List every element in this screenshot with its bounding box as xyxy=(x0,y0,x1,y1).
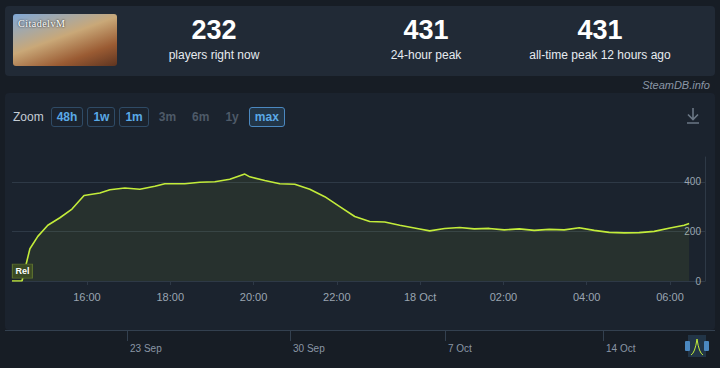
html-text:players right now: players right now xyxy=(168,48,260,62)
html-text:24-hour peak: 24-hour peak xyxy=(390,48,462,62)
html-text:7 Oct: 7 Oct xyxy=(448,343,472,354)
html-text:1w: 1w xyxy=(93,110,110,124)
html-text:232: 232 xyxy=(191,15,237,45)
html-text:431: 431 xyxy=(403,15,449,45)
html-text:23 Sep: 23 Sep xyxy=(130,343,162,354)
svg-text:06:00: 06:00 xyxy=(656,291,684,303)
svg-text:18 Oct: 18 Oct xyxy=(404,291,436,303)
html-text:Zoom: Zoom xyxy=(13,110,44,124)
html-text:431: 431 xyxy=(577,15,623,45)
svg-text:Rel: Rel xyxy=(15,266,29,276)
svg-text:400: 400 xyxy=(684,176,701,187)
html-text:1y: 1y xyxy=(225,110,239,124)
svg-text:04:00: 04:00 xyxy=(573,291,601,303)
html-text:30 Sep: 30 Sep xyxy=(293,343,325,354)
html-text:all-time peak 12 hours ago: all-time peak 12 hours ago xyxy=(529,48,671,62)
svg-text:0: 0 xyxy=(695,276,701,287)
svg-text:02:00: 02:00 xyxy=(490,291,518,303)
html-text:max: max xyxy=(254,110,279,124)
html-text:CitadelvM: CitadelvM xyxy=(18,18,66,29)
svg-text:22:00: 22:00 xyxy=(323,291,351,303)
html-text:SteamDB.info: SteamDB.info xyxy=(642,79,710,91)
html-text:3m: 3m xyxy=(158,110,177,124)
html-text:14 Oct: 14 Oct xyxy=(606,343,636,354)
html-text:1m: 1m xyxy=(125,110,143,124)
svg-text:200: 200 xyxy=(684,225,701,237)
svg-text:16:00: 16:00 xyxy=(73,291,101,303)
html-text:6m: 6m xyxy=(192,110,210,124)
svg-text:18:00: 18:00 xyxy=(156,291,184,303)
svg-text:20:00: 20:00 xyxy=(240,291,268,303)
html-text:48h: 48h xyxy=(56,110,78,124)
